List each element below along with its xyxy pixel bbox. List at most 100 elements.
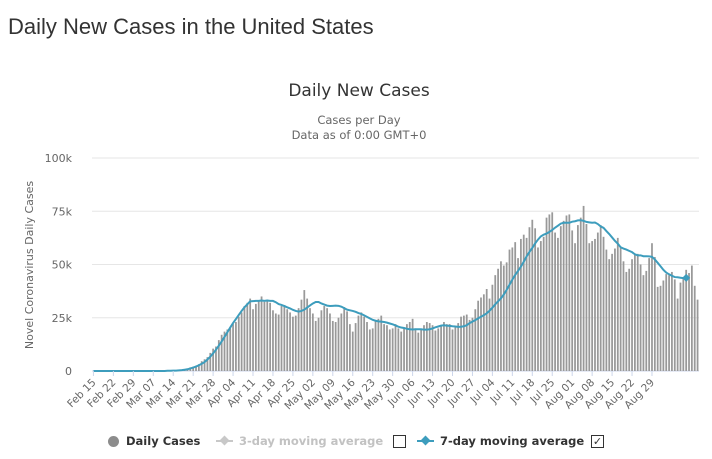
daily-cases-bar[interactable] bbox=[371, 328, 374, 371]
daily-cases-bar[interactable] bbox=[542, 236, 545, 371]
daily-cases-bar[interactable] bbox=[517, 258, 519, 371]
daily-cases-bar[interactable] bbox=[659, 285, 662, 371]
daily-cases-bar[interactable] bbox=[520, 238, 522, 371]
daily-cases-bar[interactable] bbox=[497, 268, 499, 371]
daily-cases-bar[interactable] bbox=[465, 314, 468, 371]
daily-cases-bar[interactable] bbox=[303, 290, 306, 371]
daily-cases-bar[interactable] bbox=[209, 352, 212, 371]
daily-cases-bar[interactable] bbox=[309, 308, 311, 371]
legend-item-daily-cases[interactable]: Daily Cases bbox=[108, 430, 200, 452]
daily-cases-bar[interactable] bbox=[639, 264, 642, 372]
daily-cases-bar[interactable] bbox=[585, 224, 588, 371]
daily-cases-bar[interactable] bbox=[485, 289, 488, 371]
daily-cases-bar[interactable] bbox=[337, 317, 340, 371]
daily-cases-bar[interactable] bbox=[391, 328, 394, 371]
daily-cases-bar[interactable] bbox=[648, 258, 651, 371]
daily-cases-bar[interactable] bbox=[394, 324, 397, 371]
daily-cases-bar[interactable] bbox=[628, 268, 631, 371]
daily-cases-bar[interactable] bbox=[326, 308, 328, 371]
daily-cases-bar[interactable] bbox=[237, 316, 240, 371]
daily-cases-bar[interactable] bbox=[206, 357, 209, 371]
daily-cases-bar[interactable] bbox=[548, 214, 551, 371]
daily-cases-bar[interactable] bbox=[460, 316, 462, 371]
daily-cases-bar[interactable] bbox=[397, 328, 400, 371]
daily-cases-bar[interactable] bbox=[252, 309, 254, 371]
daily-cases-bar[interactable] bbox=[386, 325, 388, 371]
daily-cases-bar[interactable] bbox=[494, 275, 497, 371]
daily-cases-bar[interactable] bbox=[522, 234, 525, 371]
daily-cases-bar[interactable] bbox=[591, 241, 594, 371]
seven-day-average-marker[interactable] bbox=[682, 273, 691, 282]
daily-cases-bar[interactable] bbox=[266, 299, 269, 371]
daily-cases-bar[interactable] bbox=[568, 214, 571, 371]
daily-cases-bar[interactable] bbox=[329, 313, 331, 371]
checkbox-7day-average[interactable]: ✓ bbox=[591, 430, 604, 452]
daily-cases-bar[interactable] bbox=[269, 302, 271, 371]
daily-cases-bar[interactable] bbox=[665, 274, 668, 371]
daily-cases-series[interactable] bbox=[166, 205, 699, 372]
daily-cases-bar[interactable] bbox=[588, 243, 591, 371]
daily-cases-bar[interactable] bbox=[662, 280, 665, 371]
daily-cases-bar[interactable] bbox=[477, 300, 480, 371]
daily-cases-bar[interactable] bbox=[688, 273, 690, 371]
daily-cases-bar[interactable] bbox=[645, 270, 648, 371]
daily-cases-bar[interactable] bbox=[377, 318, 380, 371]
daily-cases-bar[interactable] bbox=[559, 226, 562, 371]
daily-cases-bar[interactable] bbox=[619, 247, 622, 371]
daily-cases-bar[interactable] bbox=[283, 304, 286, 371]
daily-cases-bar[interactable] bbox=[457, 323, 460, 371]
daily-cases-bar[interactable] bbox=[594, 238, 596, 371]
daily-cases-bar[interactable] bbox=[334, 322, 337, 371]
daily-cases-bar[interactable] bbox=[551, 212, 554, 371]
daily-cases-bar[interactable] bbox=[408, 322, 411, 371]
daily-cases-bar[interactable] bbox=[223, 331, 226, 371]
daily-cases-bar[interactable] bbox=[346, 311, 348, 371]
daily-cases-bar[interactable] bbox=[229, 328, 232, 371]
daily-cases-bar[interactable] bbox=[468, 319, 471, 371]
daily-cases-bar[interactable] bbox=[340, 313, 343, 371]
daily-cases-bar[interactable] bbox=[634, 253, 636, 371]
daily-cases-bar[interactable] bbox=[425, 322, 428, 371]
daily-cases-bar[interactable] bbox=[653, 257, 656, 371]
daily-cases-bar[interactable] bbox=[488, 298, 491, 371]
daily-cases-bar[interactable] bbox=[383, 324, 385, 371]
daily-cases-bar[interactable] bbox=[274, 313, 277, 371]
daily-cases-bar[interactable] bbox=[557, 237, 559, 372]
daily-cases-bar[interactable] bbox=[500, 261, 502, 371]
daily-cases-bar[interactable] bbox=[311, 313, 314, 371]
daily-cases-bar[interactable] bbox=[406, 324, 408, 371]
daily-cases-bar[interactable] bbox=[480, 297, 482, 371]
daily-cases-bar[interactable] bbox=[192, 366, 195, 371]
daily-cases-bar[interactable] bbox=[232, 324, 234, 371]
daily-cases-bar[interactable] bbox=[235, 322, 237, 371]
daily-cases-bar[interactable] bbox=[314, 320, 317, 371]
daily-cases-bar[interactable] bbox=[471, 317, 474, 371]
daily-cases-bar[interactable] bbox=[676, 298, 679, 371]
daily-cases-bar[interactable] bbox=[434, 330, 437, 371]
daily-cases-bar[interactable] bbox=[374, 319, 377, 371]
daily-cases-bar[interactable] bbox=[292, 316, 294, 371]
daily-cases-bar[interactable] bbox=[197, 364, 200, 371]
daily-cases-bar[interactable] bbox=[411, 318, 414, 371]
daily-cases-bar[interactable] bbox=[297, 308, 300, 371]
daily-cases-bar[interactable] bbox=[417, 332, 420, 371]
daily-cases-bar[interactable] bbox=[440, 326, 442, 371]
daily-cases-bar[interactable] bbox=[611, 253, 613, 371]
daily-cases-bar[interactable] bbox=[505, 262, 508, 371]
daily-cases-bar[interactable] bbox=[388, 329, 391, 371]
legend-item-7day-average[interactable]: 7-day moving average bbox=[417, 430, 584, 452]
daily-cases-bar[interactable] bbox=[539, 241, 542, 371]
daily-cases-bar[interactable] bbox=[306, 298, 309, 371]
daily-cases-bar[interactable] bbox=[614, 248, 616, 371]
daily-cases-bar[interactable] bbox=[343, 307, 346, 371]
daily-cases-bar[interactable] bbox=[294, 315, 297, 371]
daily-cases-bar[interactable] bbox=[420, 329, 423, 371]
daily-cases-bar[interactable] bbox=[622, 261, 625, 371]
daily-cases-bar[interactable] bbox=[437, 328, 440, 371]
daily-cases-bar[interactable] bbox=[246, 302, 249, 371]
daily-cases-bar[interactable] bbox=[215, 346, 217, 372]
daily-cases-bar[interactable] bbox=[642, 275, 645, 371]
daily-cases-bar[interactable] bbox=[537, 247, 539, 371]
daily-cases-bar[interactable] bbox=[300, 299, 303, 371]
daily-cases-bar[interactable] bbox=[596, 232, 599, 371]
